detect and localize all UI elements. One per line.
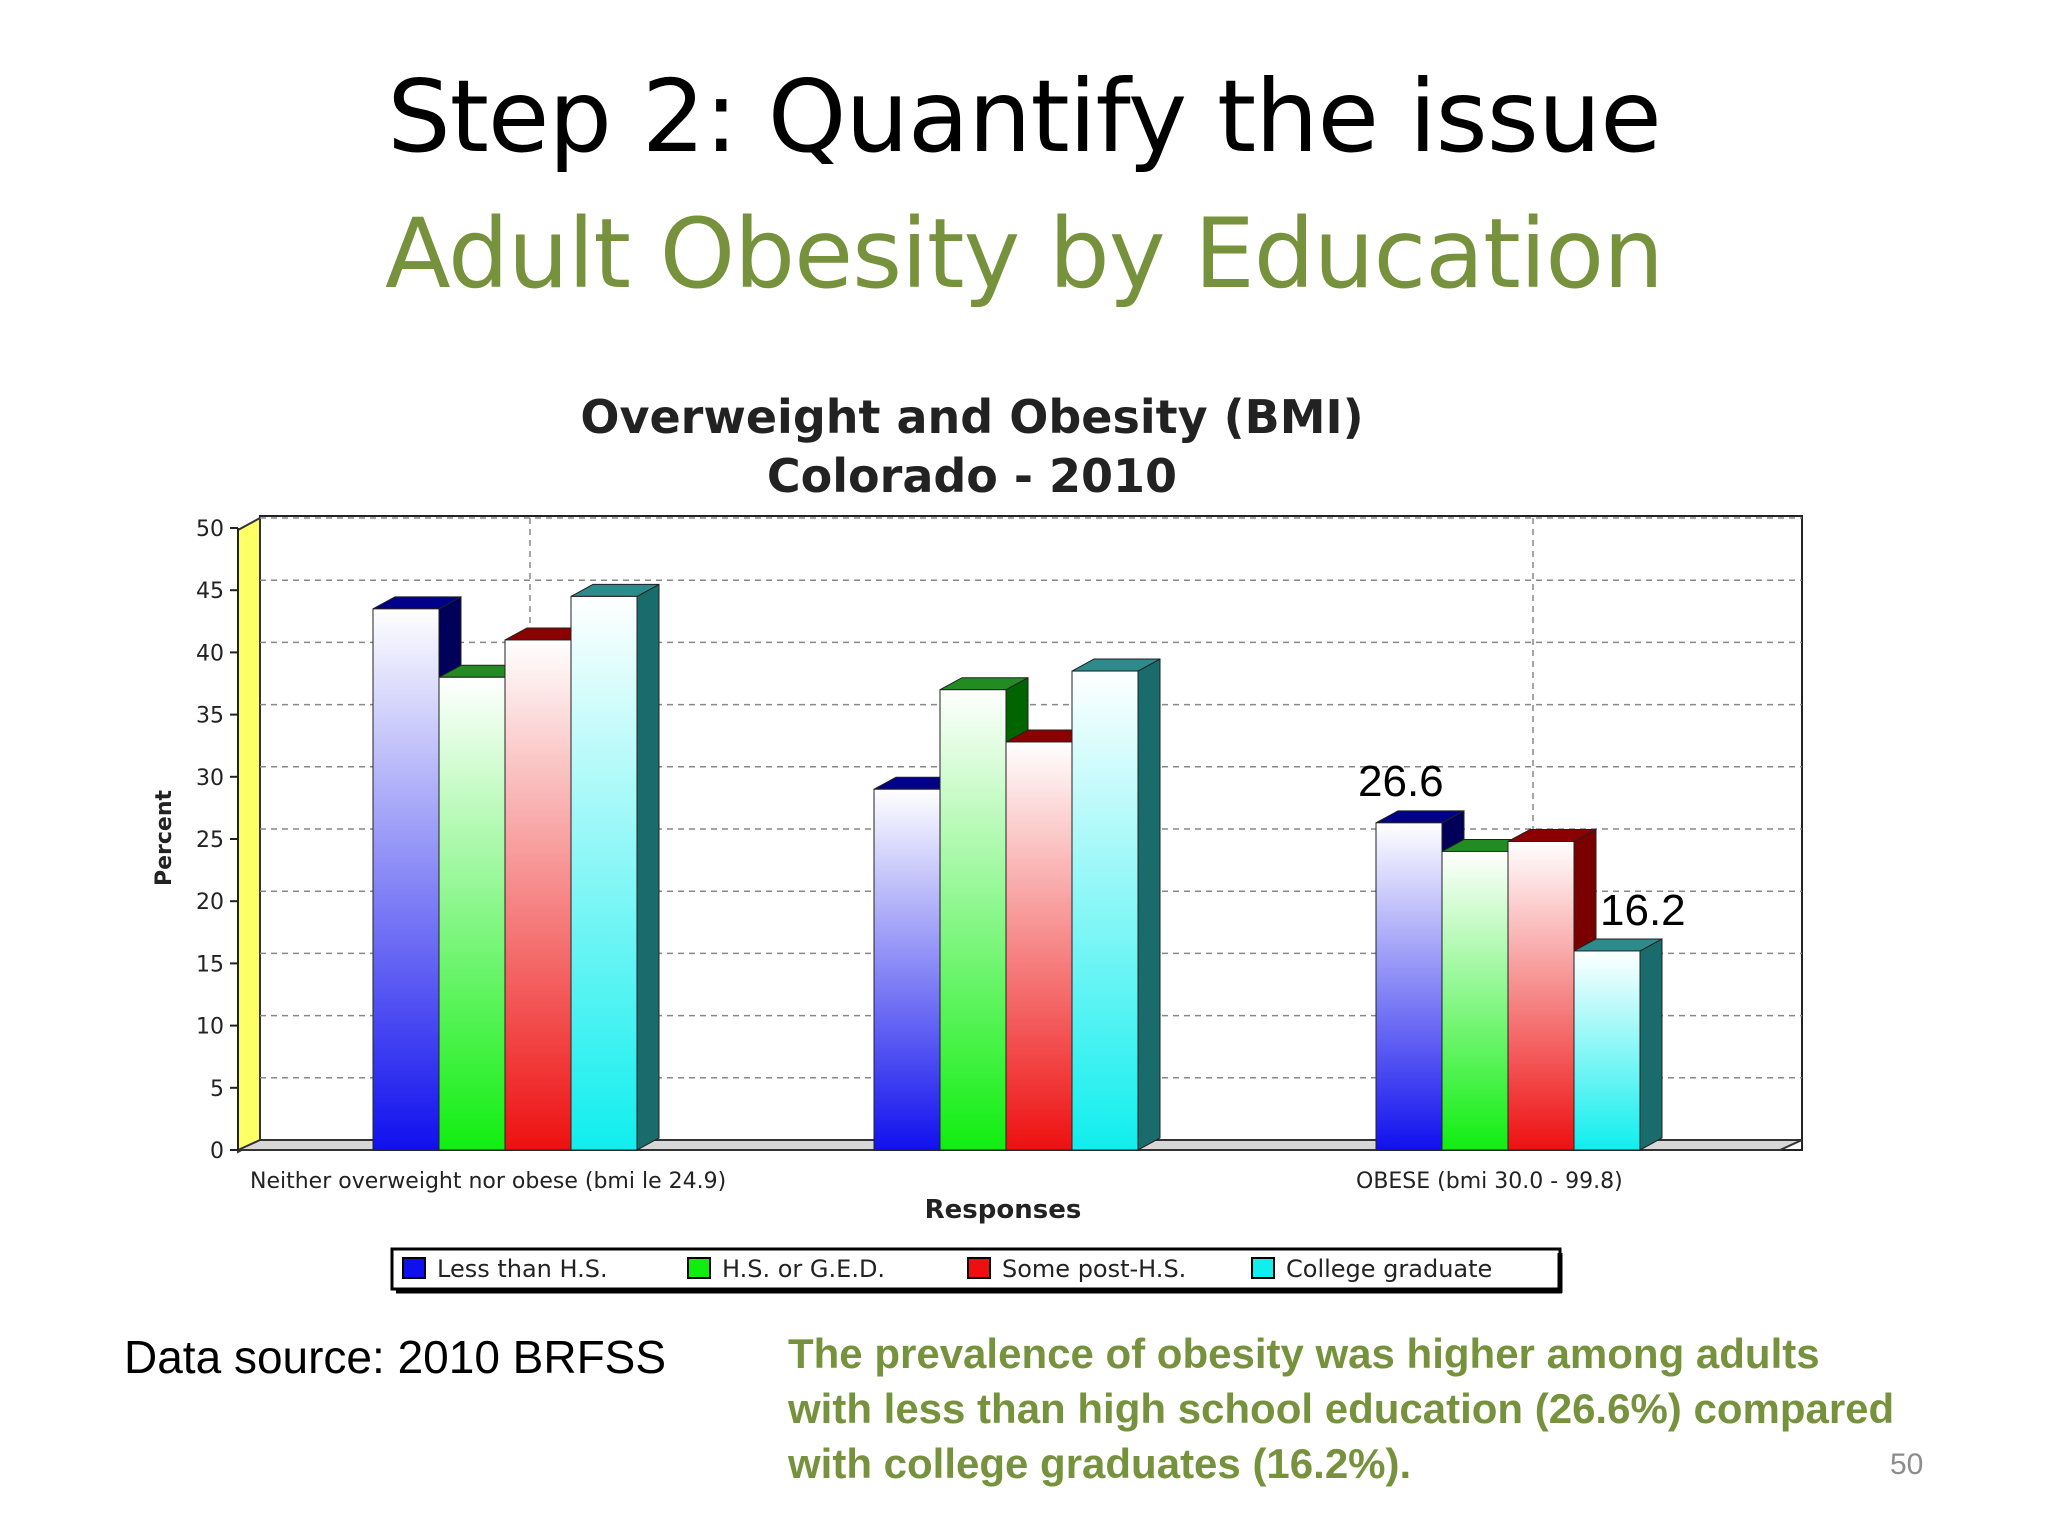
- y-tick-label: 25: [196, 828, 224, 853]
- bar-college-graduate-2: [1071, 658, 1161, 1151]
- chart-subtitle: Colorado - 2010: [767, 449, 1177, 503]
- y-tick-label: 5: [210, 1077, 224, 1102]
- y-tick-label: 10: [196, 1015, 224, 1040]
- key-finding: The prevalence of obesity was higher amo…: [788, 1330, 1895, 1487]
- y-tick-label: 15: [196, 952, 224, 977]
- chart-title: Overweight and Obesity (BMI): [580, 390, 1363, 444]
- bar-chart: 0 5 10 15 20 25 30 35 40 45 50 Overweight and Obes…: [152, 390, 1803, 1294]
- legend-item: Some post-H.S.: [967, 1255, 1186, 1283]
- legend-label: Some post-H.S.: [1002, 1255, 1186, 1283]
- bar-college-graduate-1: [570, 583, 660, 1151]
- legend-swatch: [967, 1257, 991, 1279]
- y-tick-label: 50: [196, 517, 224, 542]
- legend-item: Less than H.S.: [402, 1255, 608, 1283]
- x-category-label-3: OBESE (bmi 30.0 - 99.8): [1356, 1169, 1623, 1194]
- y-axis-label: Percent: [152, 790, 177, 887]
- legend-swatch: [402, 1257, 426, 1279]
- annotation-less-than-hs: 26.6: [1358, 757, 1444, 806]
- axis-wall: [237, 516, 261, 1154]
- y-tick-label: 20: [196, 890, 224, 915]
- slide-title: Step 2: Quantify the issue: [387, 58, 1662, 175]
- x-axis-label: Responses: [925, 1195, 1082, 1225]
- y-tick-label: 45: [196, 579, 224, 604]
- slide-subtitle: Adult Obesity by Education: [384, 198, 1664, 310]
- legend-label: H.S. or G.E.D.: [722, 1255, 885, 1283]
- legend: Less than H.S. H.S. or G.E.D. Some post-H.…: [390, 1247, 1563, 1294]
- legend-label: Less than H.S.: [437, 1255, 608, 1283]
- y-tick-label: 35: [196, 704, 224, 729]
- annotation-college-graduate: 16.2: [1600, 886, 1686, 935]
- legend-label: College graduate: [1286, 1255, 1492, 1283]
- x-category-label-1: Neither overweight nor obese (bmi le 24.…: [250, 1169, 726, 1194]
- legend-swatch: [687, 1257, 711, 1279]
- y-tick-label: 40: [196, 641, 224, 666]
- y-tick-label: 30: [196, 766, 224, 791]
- legend-swatch: [1251, 1257, 1275, 1279]
- legend-item: H.S. or G.E.D.: [687, 1255, 885, 1283]
- data-source: Data source: 2010 BRFSS: [124, 1331, 667, 1383]
- page-number: 50: [1890, 1448, 1924, 1481]
- bar-college-graduate-3: [1573, 938, 1663, 1151]
- y-tick-label: 0: [210, 1139, 224, 1164]
- legend-item: College graduate: [1251, 1255, 1492, 1283]
